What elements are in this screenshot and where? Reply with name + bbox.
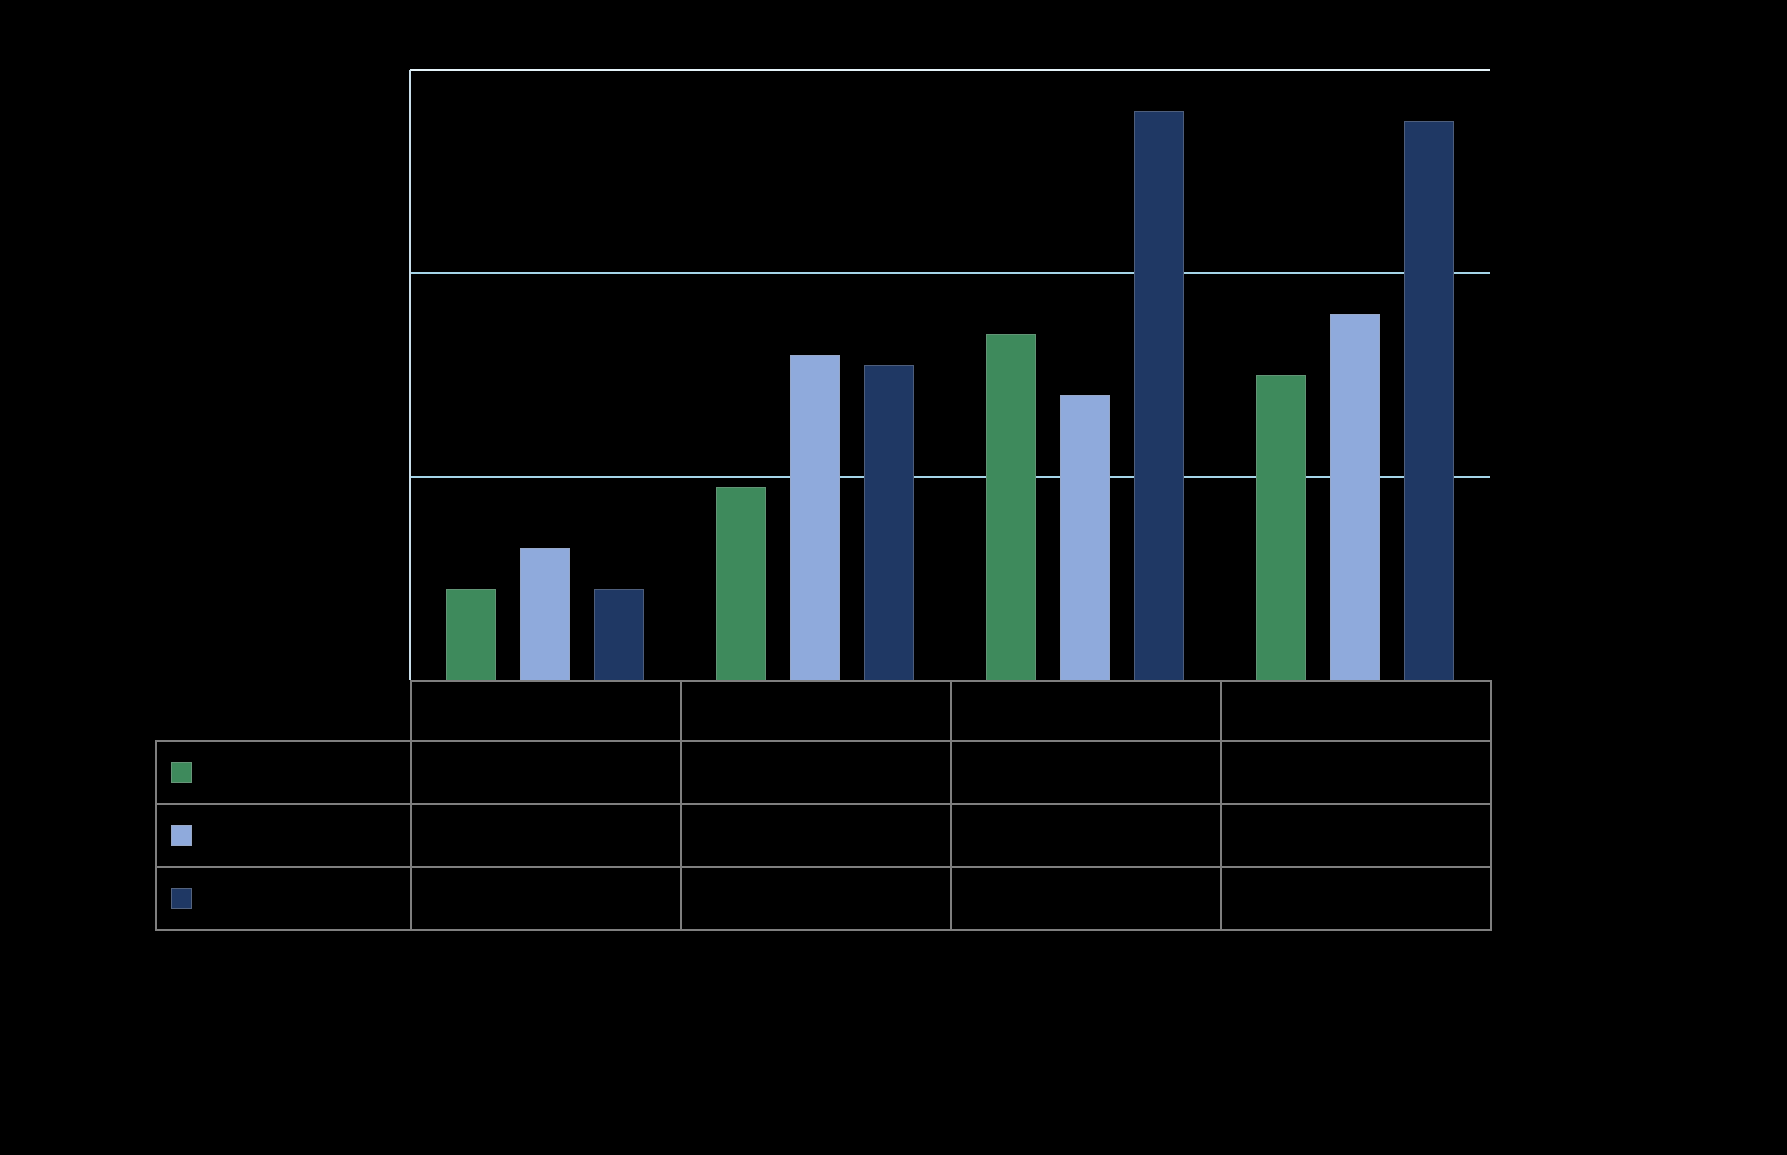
bar (790, 354, 840, 680)
value-cell (1220, 803, 1492, 868)
value-cell (680, 866, 952, 931)
bar (594, 588, 644, 680)
legend-swatch-icon (171, 888, 192, 910)
bar (446, 588, 496, 680)
bars-layer (410, 70, 1490, 680)
data-table (155, 680, 1492, 931)
plot-top-border (410, 69, 1490, 71)
category-header-cell (950, 680, 1222, 742)
gridline (410, 475, 1490, 478)
bar (1404, 120, 1454, 680)
bar (1134, 110, 1184, 680)
value-cell (680, 740, 952, 805)
legend-cell (155, 803, 412, 868)
bar (520, 547, 570, 680)
bar-group (680, 70, 950, 680)
category-header-cell (1220, 680, 1492, 742)
value-cell (410, 740, 682, 805)
value-cell (950, 803, 1222, 868)
bar-group (410, 70, 680, 680)
category-header-cell (410, 680, 682, 742)
table-corner-blank (156, 681, 411, 741)
value-cell (410, 866, 682, 931)
y-axis-line (409, 70, 411, 680)
value-cell (680, 803, 952, 868)
bar (1256, 375, 1306, 680)
bar (1330, 314, 1380, 680)
legend-swatch-icon (171, 762, 192, 784)
bar-group (950, 70, 1220, 680)
value-cell (950, 866, 1222, 931)
legend-cell (155, 740, 412, 805)
table-row (155, 866, 1492, 931)
table-row (155, 740, 1492, 805)
category-header-cell (680, 680, 952, 742)
bar (1060, 395, 1110, 680)
value-cell (1220, 740, 1492, 805)
bar (864, 364, 914, 680)
bar (716, 486, 766, 680)
plot-area (409, 69, 1490, 680)
gridline (410, 272, 1490, 275)
table-row (155, 803, 1492, 868)
legend-swatch-icon (171, 825, 192, 847)
value-cell (410, 803, 682, 868)
value-cell (950, 740, 1222, 805)
bar (986, 334, 1036, 680)
legend-cell (155, 866, 412, 931)
bar-group (1220, 70, 1490, 680)
value-cell (1220, 866, 1492, 931)
